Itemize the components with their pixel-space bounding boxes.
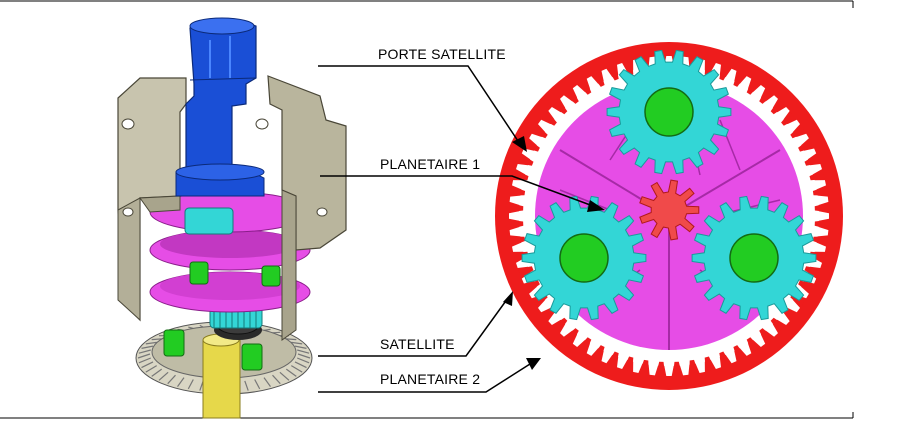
- label-satellite: SATELLITE: [380, 336, 455, 352]
- planet-pin: [559, 233, 609, 283]
- gear-front-view: [495, 42, 843, 390]
- planet-pin: [729, 233, 779, 283]
- arrowhead: [503, 291, 513, 306]
- arrowhead: [526, 358, 541, 370]
- middle-pin: [261, 265, 281, 287]
- reducer-cutaway-view: [117, 17, 347, 419]
- leader-planetaire-1: [320, 175, 594, 207]
- leader-lines: [318, 65, 594, 393]
- arrowhead: [512, 136, 527, 152]
- arrowheads: [503, 136, 605, 370]
- sun-gear: [639, 179, 700, 241]
- label-porte-satellite: PORTE SATELLITE: [378, 46, 506, 62]
- label-planetaire-2: PLANETAIRE 2: [380, 371, 481, 387]
- upper-planet-gear: [184, 207, 234, 235]
- middle-pin: [189, 261, 209, 285]
- housing-right-wall: [267, 75, 347, 251]
- planet-gear: [691, 195, 817, 321]
- planet-pin: [644, 87, 694, 137]
- leader-porte-satellite: [318, 65, 521, 145]
- bottom-ring-teeth: [137, 323, 311, 392]
- planet-gear: [606, 49, 732, 175]
- label-planetaire-1: PLANETAIRE 1: [380, 156, 481, 172]
- leader-satellite: [318, 297, 509, 357]
- yellow-output-shaft: [202, 339, 241, 419]
- arrowhead: [587, 200, 605, 212]
- blue-input-shaft: [185, 19, 257, 179]
- lower-pin: [163, 329, 185, 357]
- leader-planetaire-2: [318, 363, 531, 393]
- planet-gear: [521, 195, 647, 321]
- lower-pin: [241, 343, 263, 371]
